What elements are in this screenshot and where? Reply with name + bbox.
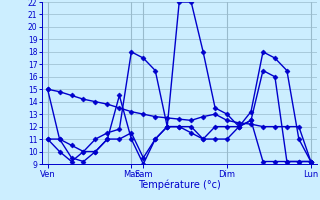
X-axis label: Température (°c): Température (°c) <box>138 180 220 190</box>
